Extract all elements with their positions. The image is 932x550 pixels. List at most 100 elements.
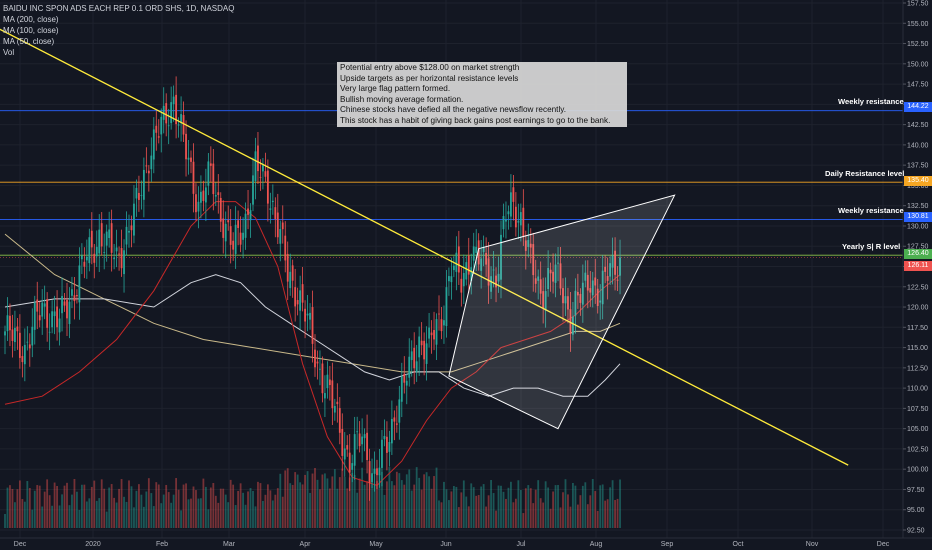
candle-body	[604, 266, 607, 272]
candle-body	[214, 194, 217, 197]
x-tick-label: Mar	[223, 541, 236, 548]
volume-bar	[527, 485, 530, 528]
candle-body	[204, 187, 207, 203]
volume-bar	[435, 467, 438, 528]
candle-body	[135, 187, 138, 199]
ma50-legend[interactable]: MA (50, close)	[3, 37, 55, 46]
candle-body	[522, 207, 525, 237]
volume-bar	[232, 484, 235, 528]
candle-body	[192, 161, 195, 194]
volume-bar	[88, 498, 91, 528]
y-tick-label: 150.00	[907, 61, 929, 68]
candle-body	[152, 129, 155, 160]
volume-bar	[229, 479, 232, 528]
candle-body	[257, 145, 259, 172]
volume-bar	[105, 511, 108, 528]
candle-body	[105, 231, 108, 246]
candle-body	[9, 315, 11, 331]
candle-body	[386, 436, 388, 453]
volume-bar	[195, 490, 197, 528]
volume-bar	[279, 473, 282, 528]
volume-bar	[569, 506, 572, 528]
candle-body	[572, 316, 574, 335]
volume-bar	[125, 501, 128, 528]
volume-bar	[182, 484, 185, 528]
candle-body	[61, 296, 63, 314]
candle-body	[68, 301, 71, 325]
candle-body	[589, 288, 592, 293]
candle-body	[544, 291, 547, 311]
y-tick-label: 97.50	[907, 487, 925, 494]
volume-bar	[338, 477, 341, 528]
candle-body	[482, 246, 485, 253]
volume-bar	[180, 510, 182, 528]
vol-legend[interactable]: Vol	[3, 48, 15, 57]
volume-bar	[440, 502, 443, 528]
volume-bar	[328, 488, 331, 528]
candle-body	[145, 165, 148, 167]
volume-bar	[579, 495, 582, 528]
volume-bar	[455, 486, 458, 528]
volume-bar	[353, 474, 356, 528]
candle-body	[284, 235, 287, 261]
drawings	[0, 28, 849, 466]
annotation-note[interactable]: Potential entry above $128.00 on market …	[337, 62, 627, 127]
y-tick-label: 110.00	[907, 386, 928, 393]
y-tick-label: 130.00	[907, 223, 929, 230]
volume-bar	[316, 479, 319, 528]
candle-body	[373, 468, 376, 474]
volume-bar	[390, 481, 393, 528]
candle-body	[95, 246, 98, 257]
candle-body	[562, 288, 564, 304]
volume-bar	[281, 496, 284, 528]
volume-bar	[423, 474, 426, 528]
ma100-legend[interactable]: MA (100, close)	[3, 26, 59, 35]
volume-bar	[291, 484, 294, 528]
y-tick-label: 122.50	[907, 284, 929, 291]
candle-body	[599, 300, 602, 303]
symbol-title[interactable]: BAIDU INC SPON ADS EACH REP 0.1 ORD SHS,…	[3, 4, 235, 13]
candle-body	[328, 379, 331, 386]
candle-body	[21, 356, 24, 363]
volume-bar	[73, 479, 76, 528]
y-tick-label: 127.50	[907, 244, 929, 251]
price-axis[interactable]: 157.50155.00152.50150.00147.50145.00142.…	[902, 0, 932, 550]
volume-bar	[120, 479, 123, 528]
candle-body	[532, 244, 535, 276]
volume-bar	[378, 473, 381, 528]
ma200-legend[interactable]: MA (200, close)	[3, 15, 59, 24]
volume-bar	[462, 480, 465, 528]
volume-bar	[586, 504, 589, 528]
level-label-weekly-1: Weekly resistance	[838, 97, 904, 106]
candle-body	[150, 155, 153, 170]
candle-body	[398, 399, 401, 423]
volume-bar	[177, 489, 180, 528]
volume-bar	[425, 472, 428, 528]
volume-bar	[284, 470, 287, 528]
volume-bar	[497, 485, 500, 528]
candle-body	[140, 195, 143, 196]
price-axis-bg	[903, 0, 932, 550]
candle-body	[552, 271, 554, 282]
price-tag-144: 144.22	[904, 102, 932, 112]
candle-body	[172, 96, 175, 105]
volume-bar	[113, 497, 116, 528]
candle-body	[90, 230, 93, 248]
candle-body	[212, 163, 215, 195]
candle-body	[378, 467, 381, 476]
volume-bar	[266, 484, 269, 528]
candle-body	[142, 169, 145, 200]
volume-bar	[311, 473, 314, 528]
candle-body	[519, 212, 522, 226]
volume-bar	[413, 484, 416, 528]
candle-body	[430, 332, 433, 336]
candle-body	[497, 273, 500, 282]
volume-bar	[584, 482, 587, 528]
time-axis[interactable]: Dec 2020 Feb Mar Apr May Jun Jul Aug Sep Oct Nov Dec	[0, 537, 932, 548]
candle-body	[4, 331, 6, 336]
y-tick-label: 120.00	[907, 305, 929, 312]
volume-bar	[348, 477, 351, 528]
volume-bar	[331, 476, 334, 528]
volume-bar	[271, 500, 274, 528]
candle-body	[581, 282, 584, 305]
